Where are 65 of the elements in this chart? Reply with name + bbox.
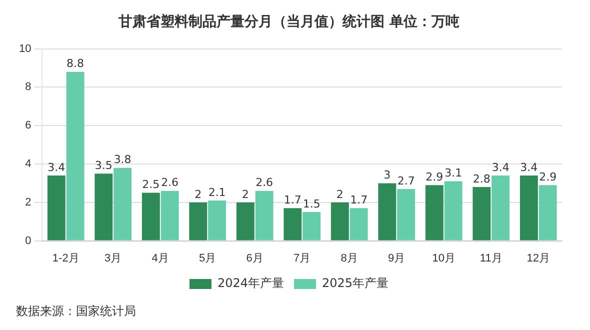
x-tick-label: 10月 — [432, 252, 456, 264]
bar — [538, 185, 557, 240]
data-label: 8.8 — [66, 57, 84, 70]
data-label: 2 — [194, 188, 202, 201]
data-label: 3 — [384, 168, 391, 182]
data-label: 1.5 — [302, 197, 320, 210]
x-tick-label: 1-2月 — [52, 252, 80, 264]
bar — [284, 208, 302, 240]
chart-title: 甘肃省塑料制品产量分月（当月值）统计图 单位：万吨 — [118, 13, 460, 30]
x-tick-label: 5月 — [199, 252, 216, 264]
y-tick-label: 2 — [25, 196, 32, 208]
data-label: 2.6 — [256, 176, 274, 190]
x-tick-label: 11月 — [480, 252, 502, 264]
bar — [160, 190, 179, 240]
x-tick-label: 12月 — [526, 252, 550, 264]
legend-label: 2024年产量 — [217, 276, 284, 290]
bar — [472, 187, 491, 240]
data-label: 2.9 — [426, 170, 444, 184]
bar — [94, 174, 113, 240]
bar — [520, 176, 538, 240]
data-label: 2.5 — [142, 178, 160, 192]
data-label: 1.7 — [284, 194, 302, 207]
bar — [189, 202, 208, 240]
bar — [66, 72, 84, 240]
data-label: 3.4 — [492, 160, 510, 174]
data-label: 3.4 — [520, 160, 538, 174]
bar — [302, 212, 321, 240]
y-tick-label: 4 — [25, 158, 32, 170]
bar — [378, 183, 396, 240]
bar — [425, 185, 444, 240]
data-label: 2.6 — [161, 176, 179, 190]
data-label: 3.4 — [48, 160, 66, 174]
bar — [444, 181, 462, 240]
x-tick-label: 3月 — [104, 252, 122, 264]
bar — [236, 202, 254, 240]
data-label: 2.8 — [472, 172, 490, 186]
source-note: 数据来源：国家统计局 — [16, 304, 136, 318]
data-label: 2.7 — [397, 174, 415, 188]
bar — [397, 188, 416, 240]
legend-label: 2025年产量 — [322, 276, 389, 290]
bar — [255, 190, 274, 240]
bar — [47, 176, 66, 240]
x-tick-label: 4月 — [152, 252, 169, 264]
x-tick-label: 6月 — [246, 252, 264, 264]
bar — [142, 192, 160, 240]
y-tick-label: 10 — [18, 42, 32, 55]
y-tick-label: 8 — [25, 81, 32, 94]
bar — [330, 202, 349, 240]
x-tick-label: 9月 — [388, 252, 406, 264]
data-label: 2.9 — [539, 170, 557, 184]
bar — [208, 200, 226, 240]
data-label: 3.8 — [114, 153, 132, 166]
x-tick-label: 7月 — [294, 252, 311, 264]
data-label: 2.1 — [208, 186, 226, 199]
x-tick-label: 8月 — [340, 252, 358, 264]
bar — [350, 208, 368, 240]
y-tick-label: 6 — [25, 120, 32, 132]
y-tick-label: 0 — [25, 234, 32, 247]
data-label: 3.5 — [94, 158, 112, 172]
data-label: 2 — [336, 188, 344, 201]
data-label: 1.7 — [350, 194, 368, 207]
bar — [114, 168, 132, 240]
data-label: 3.1 — [444, 166, 462, 180]
bar — [492, 176, 510, 240]
data-label: 2 — [242, 188, 249, 201]
